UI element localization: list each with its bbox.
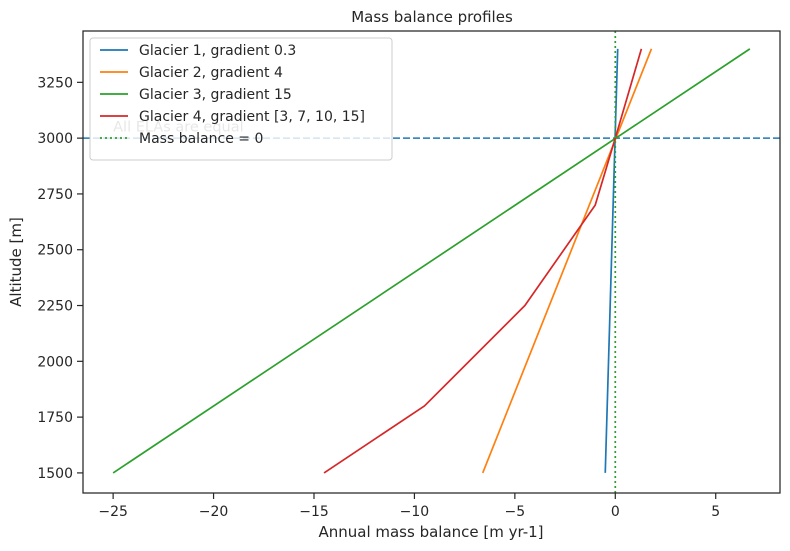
- series-line-1: [604, 48, 619, 473]
- y-tick-label: 1750: [37, 410, 73, 426]
- y-axis-title: Altitude [m]: [7, 217, 25, 307]
- legend: Glacier 1, gradient 0.3 Glacier 2, gradie…: [89, 37, 393, 161]
- x-axis: −25 −20 −15 −10 −5 0 5: [98, 493, 720, 520]
- legend-label-2: Glacier 2, gradient 4: [139, 65, 283, 81]
- chart-title: Mass balance profiles: [351, 8, 513, 26]
- x-tick-label: −10: [400, 504, 430, 520]
- x-tick-label: −5: [505, 504, 526, 520]
- series-line-3: [112, 48, 751, 474]
- series-line-2: [481, 48, 653, 474]
- series-layer: [112, 31, 751, 493]
- x-tick-label: −15: [299, 504, 329, 520]
- y-tick-label: 1500: [37, 466, 73, 482]
- axes-frame: [82, 30, 781, 494]
- x-tick-label: −20: [199, 504, 229, 520]
- y-tick-label: 3250: [37, 75, 73, 91]
- legend-label-5: Mass balance = 0: [139, 131, 263, 147]
- legend-label-1: Glacier 1, gradient 0.3: [139, 43, 296, 59]
- legend-label-3: Glacier 3, gradient 15: [139, 87, 292, 103]
- x-tick-label: 0: [611, 504, 620, 520]
- series-line-4: [323, 48, 643, 474]
- y-tick-label: 2750: [37, 187, 73, 203]
- x-tick-label: −25: [98, 504, 128, 520]
- x-tick-label: 5: [711, 504, 720, 520]
- y-tick-label: 2000: [37, 354, 73, 370]
- y-tick-label: 2500: [37, 243, 73, 259]
- legend-box: [89, 37, 393, 161]
- y-tick-label: 2250: [37, 299, 73, 315]
- x-axis-title: Annual mass balance [m yr-1]: [318, 523, 543, 541]
- y-axis: 1500 1750 2000 2250 2500 2750 3000 3250: [37, 75, 83, 482]
- legend-label-4: Glacier 4, gradient [3, 7, 10, 15]: [139, 109, 365, 125]
- y-tick-label: 3000: [37, 131, 73, 147]
